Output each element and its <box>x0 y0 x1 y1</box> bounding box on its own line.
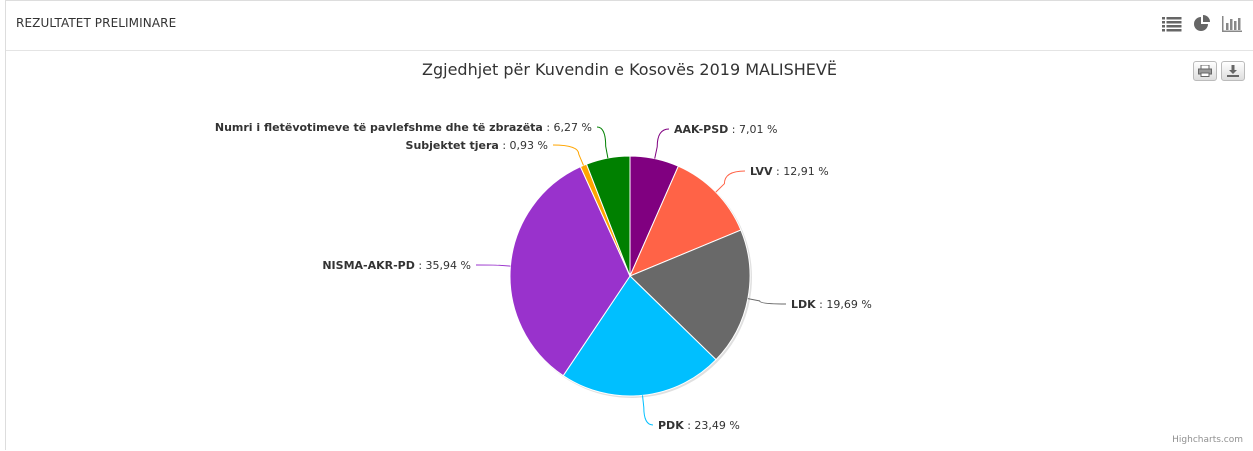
data-label-value: : 19,69 % <box>816 298 872 311</box>
export-buttons <box>1193 61 1245 81</box>
data-label: Subjektet tjera : 0,93 % <box>406 139 548 152</box>
data-label: AAK-PSD : 7,01 % <box>674 123 777 136</box>
data-label: PDK : 23,49 % <box>658 419 740 432</box>
data-label: LVV : 12,91 % <box>750 165 829 178</box>
view-switcher <box>1161 13 1243 35</box>
data-label-name: LVV <box>750 165 773 178</box>
data-label-name: PDK <box>658 419 684 432</box>
pie-slice[interactable] <box>509 166 631 377</box>
data-label-connector <box>747 298 787 305</box>
data-label-connector <box>715 170 746 193</box>
data-label-value: : 35,94 % <box>415 259 471 272</box>
chart-title: Zgjedhjet për Kuvendin e Kosovës 2019 MA… <box>422 60 837 79</box>
data-label-value: : 7,01 % <box>728 123 777 136</box>
data-label-name: NISMA-AKR-PD <box>322 259 415 272</box>
data-label-name: Numri i fletëvotimeve të pavlefshme dhe … <box>215 121 543 134</box>
data-label: Numri i fletëvotimeve të pavlefshme dhe … <box>215 121 592 134</box>
data-label-connector <box>654 128 670 159</box>
data-label: NISMA-AKR-PD : 35,94 % <box>322 259 471 272</box>
list-icon[interactable] <box>1161 13 1183 35</box>
chart-area: AAK-PSD : 7,01 % LVV : 12,91 % LDK : 19,69… <box>6 51 1253 450</box>
data-label-value: : 0,93 % <box>499 139 548 152</box>
pie-slice[interactable] <box>629 229 751 361</box>
panel-title: REZULTATET PRELIMINARE <box>16 16 177 30</box>
results-panel: REZULTATET PRELIMINARE <box>5 0 1253 450</box>
bar-chart-icon[interactable] <box>1221 13 1243 35</box>
panel-header: REZULTATET PRELIMINARE <box>6 1 1253 51</box>
data-label: LDK : 19,69 % <box>791 298 872 311</box>
pie-slice[interactable] <box>562 275 717 397</box>
credits-link[interactable]: Highcharts.com <box>1172 435 1243 445</box>
download-icon[interactable] <box>1221 61 1245 81</box>
data-label-value: : 12,91 % <box>773 165 829 178</box>
data-label-connector <box>642 395 654 426</box>
data-label-name: AAK-PSD <box>674 123 728 136</box>
pie-slice[interactable] <box>629 165 742 277</box>
pie-chart-icon[interactable] <box>1191 13 1213 35</box>
data-label-name: LDK <box>791 298 816 311</box>
data-label-connector <box>552 144 584 166</box>
data-label-name: Subjektet tjera <box>406 139 499 152</box>
data-label-value: : 6,27 % <box>543 121 592 134</box>
print-icon[interactable] <box>1193 61 1217 81</box>
data-label-connector <box>475 264 511 267</box>
pie-slice[interactable] <box>585 155 631 277</box>
data-label-connector <box>596 126 609 159</box>
data-label-value: : 23,49 % <box>684 419 740 432</box>
